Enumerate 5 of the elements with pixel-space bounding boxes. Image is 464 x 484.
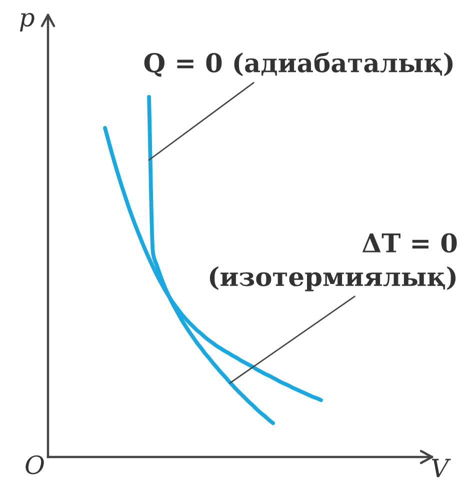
text: Q = 0 (адиабаталық) bbox=[144, 52, 453, 77]
text: O bbox=[26, 455, 44, 474]
x-axis-title: V bbox=[432, 458, 451, 478]
y-axis-title: p bbox=[20, 12, 34, 32]
annotation: ΔT = 0 (изотермиялық) bbox=[210, 233, 457, 292]
